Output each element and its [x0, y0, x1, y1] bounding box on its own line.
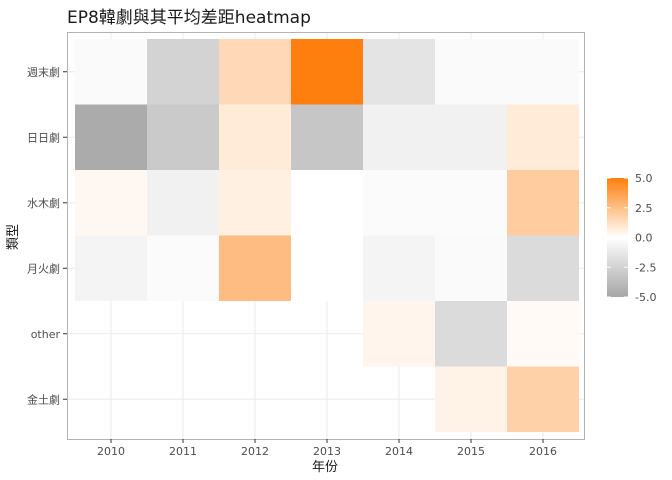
x-tick-label: 2016: [529, 445, 557, 458]
x-tick-label: 2010: [97, 445, 125, 458]
heatmap-cell-2013-2: [291, 170, 363, 236]
y-tick-label: 日日劇: [27, 130, 60, 144]
y-tick-label: 月火劇: [27, 261, 60, 275]
heatmap-cell-2015-2: [435, 170, 507, 236]
heatmap-cell-2014-2: [363, 170, 435, 236]
x-tick-label: 2014: [385, 445, 413, 458]
heatmap-cell-2013-1: [291, 104, 363, 170]
heatmap-cell-2014-1: [363, 104, 435, 170]
heatmap-cell-2012-3: [219, 235, 291, 301]
heatmap-cell-2013-0: [291, 39, 363, 105]
x-axis-title: 年份: [312, 460, 338, 475]
heatmap-cells: [75, 39, 579, 432]
y-tick-label: 週末劇: [27, 65, 60, 79]
heatmap-cell-2011-2: [147, 170, 219, 236]
heatmap-cell-2011-3: [147, 235, 219, 301]
heatmap-cell-2013-3: [291, 235, 363, 301]
x-tick-label: 2013: [313, 445, 341, 458]
heatmap-cell-2015-4: [435, 301, 507, 367]
heatmap-cell-2010-2: [75, 170, 147, 236]
heatmap-cell-2011-0: [147, 39, 219, 105]
heatmap-cell-2012-0: [219, 39, 291, 105]
heatmap-cell-2012-2: [219, 170, 291, 236]
legend-tick-label: 2.5: [635, 202, 653, 215]
legend-tick-label: 5.0: [635, 172, 653, 185]
legend-colorbar: [607, 178, 628, 297]
x-axis-ticks: 2010 2011 2012 2013 2014 2015 2016: [97, 439, 557, 458]
heatmap-cell-2016-4: [507, 301, 579, 367]
heatmap-cell-2015-0: [435, 39, 507, 105]
heatmap-cell-2015-5: [435, 366, 507, 432]
heatmap-cell-2014-3: [363, 235, 435, 301]
heatmap-cell-2010-0: [75, 39, 147, 105]
y-axis-title: 類型: [6, 224, 21, 250]
x-tick-label: 2011: [169, 445, 197, 458]
legend-tick-label: -2.5: [635, 261, 656, 274]
heatmap-cell-2015-3: [435, 235, 507, 301]
chart-title: EP8韓劇與其平均差距heatmap: [67, 8, 311, 28]
color-legend: 5.0 2.5 0.0 -2.5 -5.0: [607, 172, 656, 304]
legend-tick-label: -5.0: [635, 291, 656, 304]
heatmap-cell-2010-1: [75, 104, 147, 170]
panel-border: [67, 32, 585, 440]
y-tick-label: other: [31, 328, 61, 341]
heatmap-cell-2016-3: [507, 235, 579, 301]
heatmap-cell-2016-2: [507, 170, 579, 236]
heatmap-cell-2016-1: [507, 104, 579, 170]
y-tick-label: 金土劇: [27, 392, 60, 406]
heatmap-cell-2014-4: [363, 301, 435, 367]
heatmap-cell-2016-5: [507, 366, 579, 432]
heatmap-cell-2012-1: [219, 104, 291, 170]
heatmap-cell-2016-0: [507, 39, 579, 105]
heatmap-cell-2015-1: [435, 104, 507, 170]
x-tick-label: 2012: [241, 445, 269, 458]
heatmap-cell-2014-0: [363, 39, 435, 105]
x-tick-label: 2015: [457, 445, 485, 458]
y-tick-label: 水木劇: [27, 196, 60, 210]
legend-tick-label: 0.0: [635, 232, 653, 245]
heatmap-cell-2010-3: [75, 235, 147, 301]
heatmap-cell-2011-1: [147, 104, 219, 170]
